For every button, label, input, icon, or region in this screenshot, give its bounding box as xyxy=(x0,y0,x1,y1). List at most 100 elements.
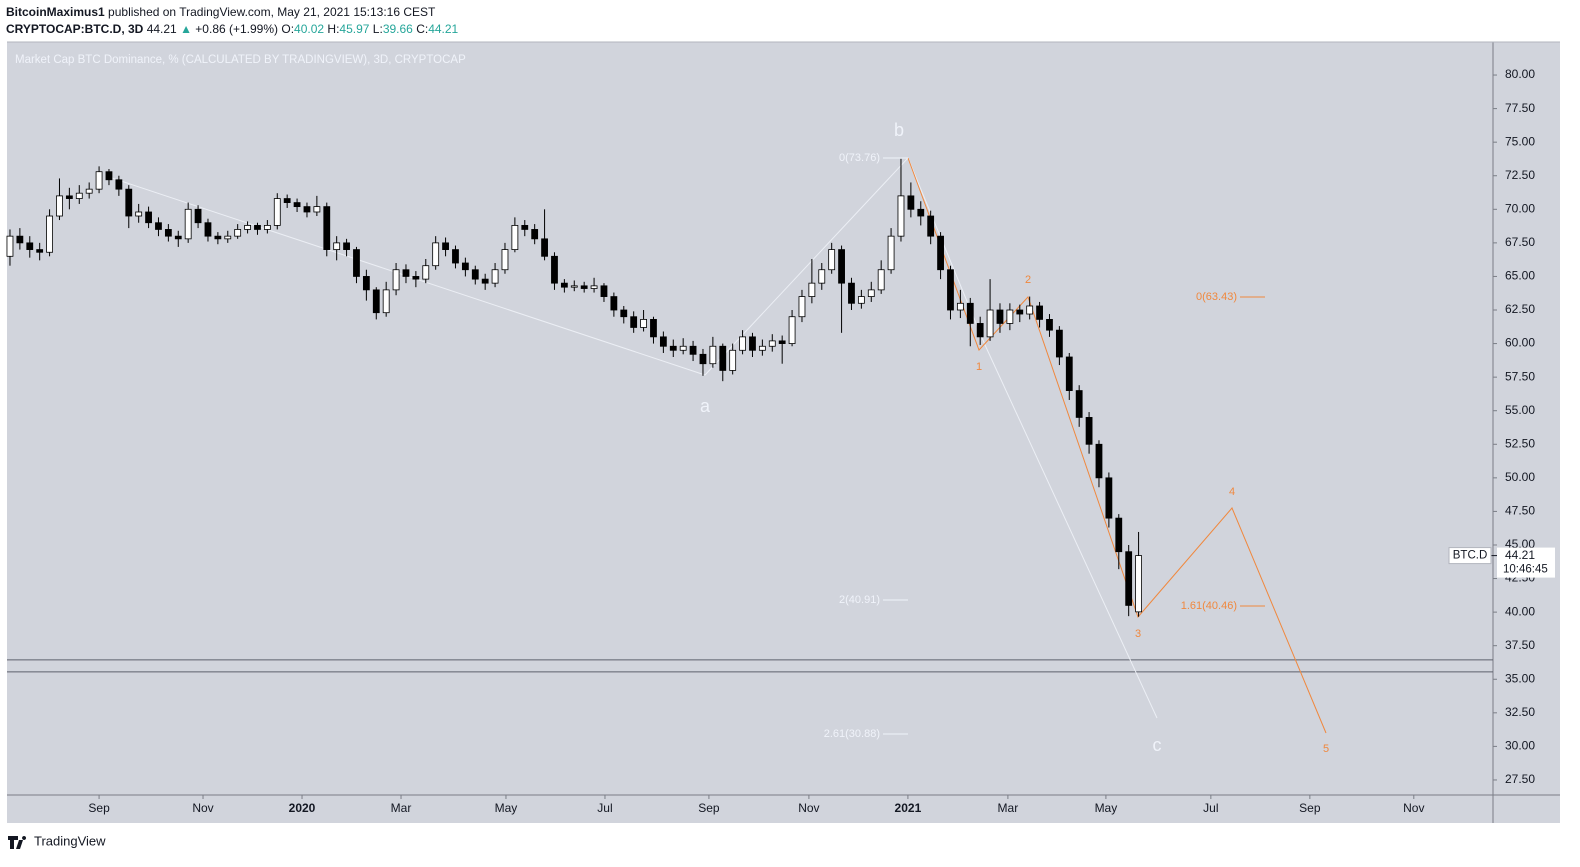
candle-body xyxy=(115,179,123,190)
x-tick-label: Nov xyxy=(192,801,213,815)
candle-body xyxy=(442,242,449,250)
candle-body xyxy=(471,269,479,280)
candle-body xyxy=(917,208,925,217)
candle-body xyxy=(353,249,360,277)
plot-background xyxy=(7,42,1493,795)
candle-body xyxy=(372,289,380,314)
y-tick-label: 62.50 xyxy=(1505,302,1535,316)
candle-body xyxy=(273,198,281,226)
fib-label: 0(63.43) xyxy=(1196,291,1237,303)
publish-line: BitcoinMaximus1 published on TradingView… xyxy=(6,4,458,21)
wave-label: 5 xyxy=(1323,743,1329,755)
ohlc-value: 40.02 xyxy=(294,22,325,36)
candle-body xyxy=(521,225,529,230)
candle-body xyxy=(214,235,222,240)
y-tick-label: 72.50 xyxy=(1505,168,1535,182)
candle-body xyxy=(966,302,974,324)
candle-body xyxy=(560,282,568,288)
ohlc-value: 45.97 xyxy=(339,22,370,36)
candle-body xyxy=(986,309,994,338)
candle-body xyxy=(1085,417,1093,445)
candle-body xyxy=(511,225,519,250)
fib-label: 1.61(40.46) xyxy=(1181,600,1237,612)
price-tag: 44.21 xyxy=(1505,548,1535,562)
candle-body xyxy=(818,269,826,284)
candle-body xyxy=(719,345,727,371)
wave-label: 1 xyxy=(976,361,982,373)
time-axis-background xyxy=(7,795,1493,823)
x-tick-label: Nov xyxy=(1403,801,1424,815)
candle-body xyxy=(36,249,44,253)
candle-body xyxy=(26,242,34,250)
candle-body xyxy=(461,262,469,271)
ohlc-value: 44.21 xyxy=(428,22,459,36)
x-tick-label: May xyxy=(495,801,518,815)
candle-body xyxy=(1135,555,1142,613)
header: BitcoinMaximus1 published on TradingView… xyxy=(6,4,458,38)
x-tick-label: Mar xyxy=(998,801,1019,815)
change: +0.86 (+1.99%) xyxy=(195,22,279,36)
candle-body xyxy=(362,276,370,291)
candle-body xyxy=(283,198,291,203)
candle-body xyxy=(85,188,93,194)
candle-body xyxy=(570,285,578,288)
candle-body xyxy=(105,171,113,181)
candle-body xyxy=(758,345,766,351)
candle-body xyxy=(976,323,984,338)
candle-body xyxy=(699,353,707,365)
candle-body xyxy=(254,225,261,230)
y-tick-label: 67.50 xyxy=(1505,235,1535,249)
x-tick-label: Sep xyxy=(88,801,110,815)
last: 44.21 xyxy=(146,22,177,36)
candle-body xyxy=(1065,356,1073,391)
y-tick-label: 40.00 xyxy=(1505,604,1535,618)
wave-label: b xyxy=(894,120,904,140)
candle-body xyxy=(808,282,816,297)
y-tick-label: 30.00 xyxy=(1505,739,1535,753)
candle-body xyxy=(590,285,598,289)
candle-body xyxy=(887,235,895,271)
candle-body xyxy=(155,222,162,230)
candle-body xyxy=(481,278,489,284)
footer-brand: TradingView xyxy=(34,833,106,848)
y-tick-label: 70.00 xyxy=(1505,201,1535,215)
candle-body xyxy=(263,225,271,230)
y-tick-label: 57.50 xyxy=(1505,369,1535,383)
wave-label: 4 xyxy=(1229,486,1235,498)
candle-body xyxy=(610,296,618,311)
wave-label: 3 xyxy=(1135,628,1141,640)
candle-body xyxy=(234,229,242,237)
ohlc-label: H: xyxy=(327,22,340,36)
candle-body xyxy=(1046,319,1053,331)
candle-body xyxy=(422,265,430,280)
candle-body xyxy=(174,235,182,240)
candle-body xyxy=(343,242,350,250)
price-axis-background xyxy=(1493,42,1560,823)
y-tick-label: 52.50 xyxy=(1505,436,1535,450)
candle-body xyxy=(739,336,746,351)
ohlc-label: L: xyxy=(372,22,383,36)
candle-body xyxy=(491,269,499,284)
candle-body xyxy=(1115,517,1123,553)
x-tick-label: May xyxy=(1095,801,1118,815)
candle-body xyxy=(95,171,103,190)
candle-body xyxy=(541,238,548,257)
candle-body xyxy=(412,276,420,280)
candle-body xyxy=(749,336,756,351)
candle-body xyxy=(1016,309,1024,315)
candle-body xyxy=(1006,309,1014,324)
y-tick-label: 35.00 xyxy=(1505,671,1535,685)
symbol-tag: BTC.D xyxy=(1453,550,1488,562)
candle-body xyxy=(1055,329,1063,358)
candle-body xyxy=(669,345,677,351)
candle-body xyxy=(650,319,657,338)
candle-body xyxy=(204,222,212,237)
candle-body xyxy=(709,345,717,365)
candle-body xyxy=(1105,477,1113,519)
candle-body xyxy=(848,282,855,304)
candle-body xyxy=(1026,305,1034,315)
candle-body xyxy=(947,269,954,311)
candle-body xyxy=(145,211,152,224)
